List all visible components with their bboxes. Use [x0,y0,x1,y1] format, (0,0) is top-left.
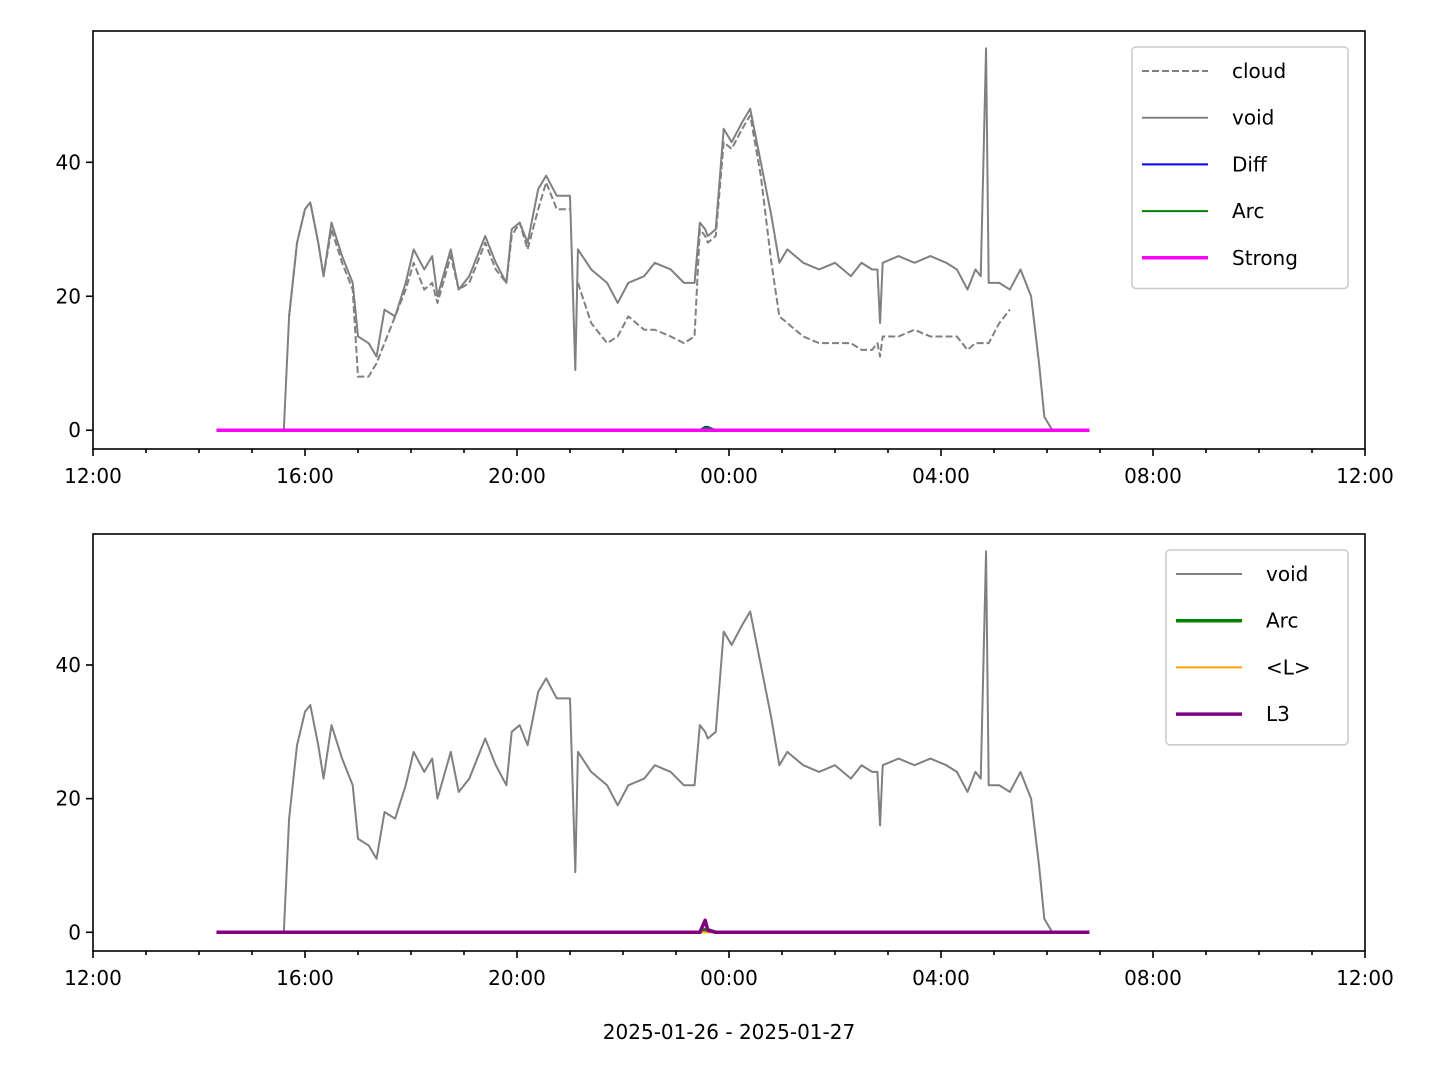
plot-area [216,47,1090,432]
plot-area [216,550,1090,935]
legend-label: void [1266,562,1308,586]
x-tick-label: 04:00 [912,464,970,488]
legend-label: Arc [1232,199,1264,223]
legend-label: Strong [1232,246,1298,270]
legend-label: Diff [1232,152,1268,176]
x-tick-label: 12:00 [1336,966,1394,990]
legend-label: <L> [1266,655,1311,679]
x-axis-label: 2025-01-26 - 2025-01-27 [603,1020,855,1044]
legend-label: L3 [1266,702,1290,726]
x-tick-label: 12:00 [64,966,122,990]
legend-box [1165,549,1349,746]
legend: void Arc <L> L3 [1165,549,1349,746]
y-tick-label: 0 [68,920,81,944]
series-line [216,550,1090,934]
x-tick-label: 16:00 [276,966,334,990]
y-tick-label: 20 [56,284,81,308]
y-tick-label: 40 [56,653,81,677]
x-tick-label: 08:00 [1124,464,1182,488]
x-tick-label: 16:00 [276,464,334,488]
legend-box [1131,46,1349,290]
x-tick-label: 00:00 [700,464,758,488]
axes-frame [92,533,1366,952]
x-tick-label: 20:00 [488,966,546,990]
x-tick-label: 12:00 [1336,464,1394,488]
x-tick-label: 04:00 [912,966,970,990]
series-line [216,47,1090,432]
series-line [216,918,1090,935]
y-tick-label: 0 [68,418,81,442]
axes-frame [92,30,1366,450]
y-tick-label: 20 [56,787,81,811]
x-tick-label: 20:00 [488,464,546,488]
legend-label: void [1232,106,1274,130]
legend: cloud void Diff Arc Strong [1131,46,1349,290]
x-tick-label: 12:00 [64,464,122,488]
series-line [288,114,1011,378]
x-tick-label: 08:00 [1124,966,1182,990]
x-tick-label: 00:00 [700,966,758,990]
legend-label: cloud [1232,59,1286,83]
legend-label: Arc [1266,609,1298,633]
y-tick-label: 40 [56,150,81,174]
